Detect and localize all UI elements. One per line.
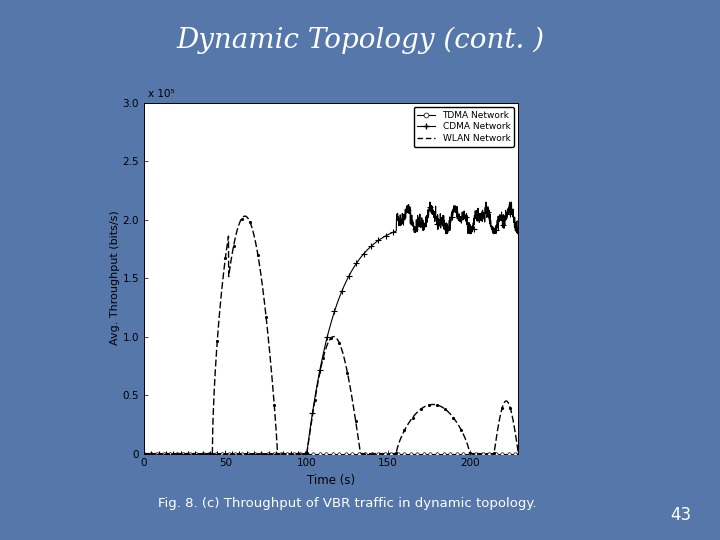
Text: Dynamic Topology (cont. ): Dynamic Topology (cont. ) bbox=[176, 27, 544, 55]
Y-axis label: Avg. Throughput (bits/s): Avg. Throughput (bits/s) bbox=[109, 211, 120, 346]
Text: x 10⁵: x 10⁵ bbox=[148, 89, 174, 99]
Legend: TDMA Network, CDMA Network, WLAN Network: TDMA Network, CDMA Network, WLAN Network bbox=[413, 107, 514, 147]
Text: Fig. 8. (c) Throughput of VBR traffic in dynamic topology.: Fig. 8. (c) Throughput of VBR traffic in… bbox=[158, 497, 537, 510]
X-axis label: Time (s): Time (s) bbox=[307, 474, 355, 487]
Text: 43: 43 bbox=[670, 506, 691, 524]
